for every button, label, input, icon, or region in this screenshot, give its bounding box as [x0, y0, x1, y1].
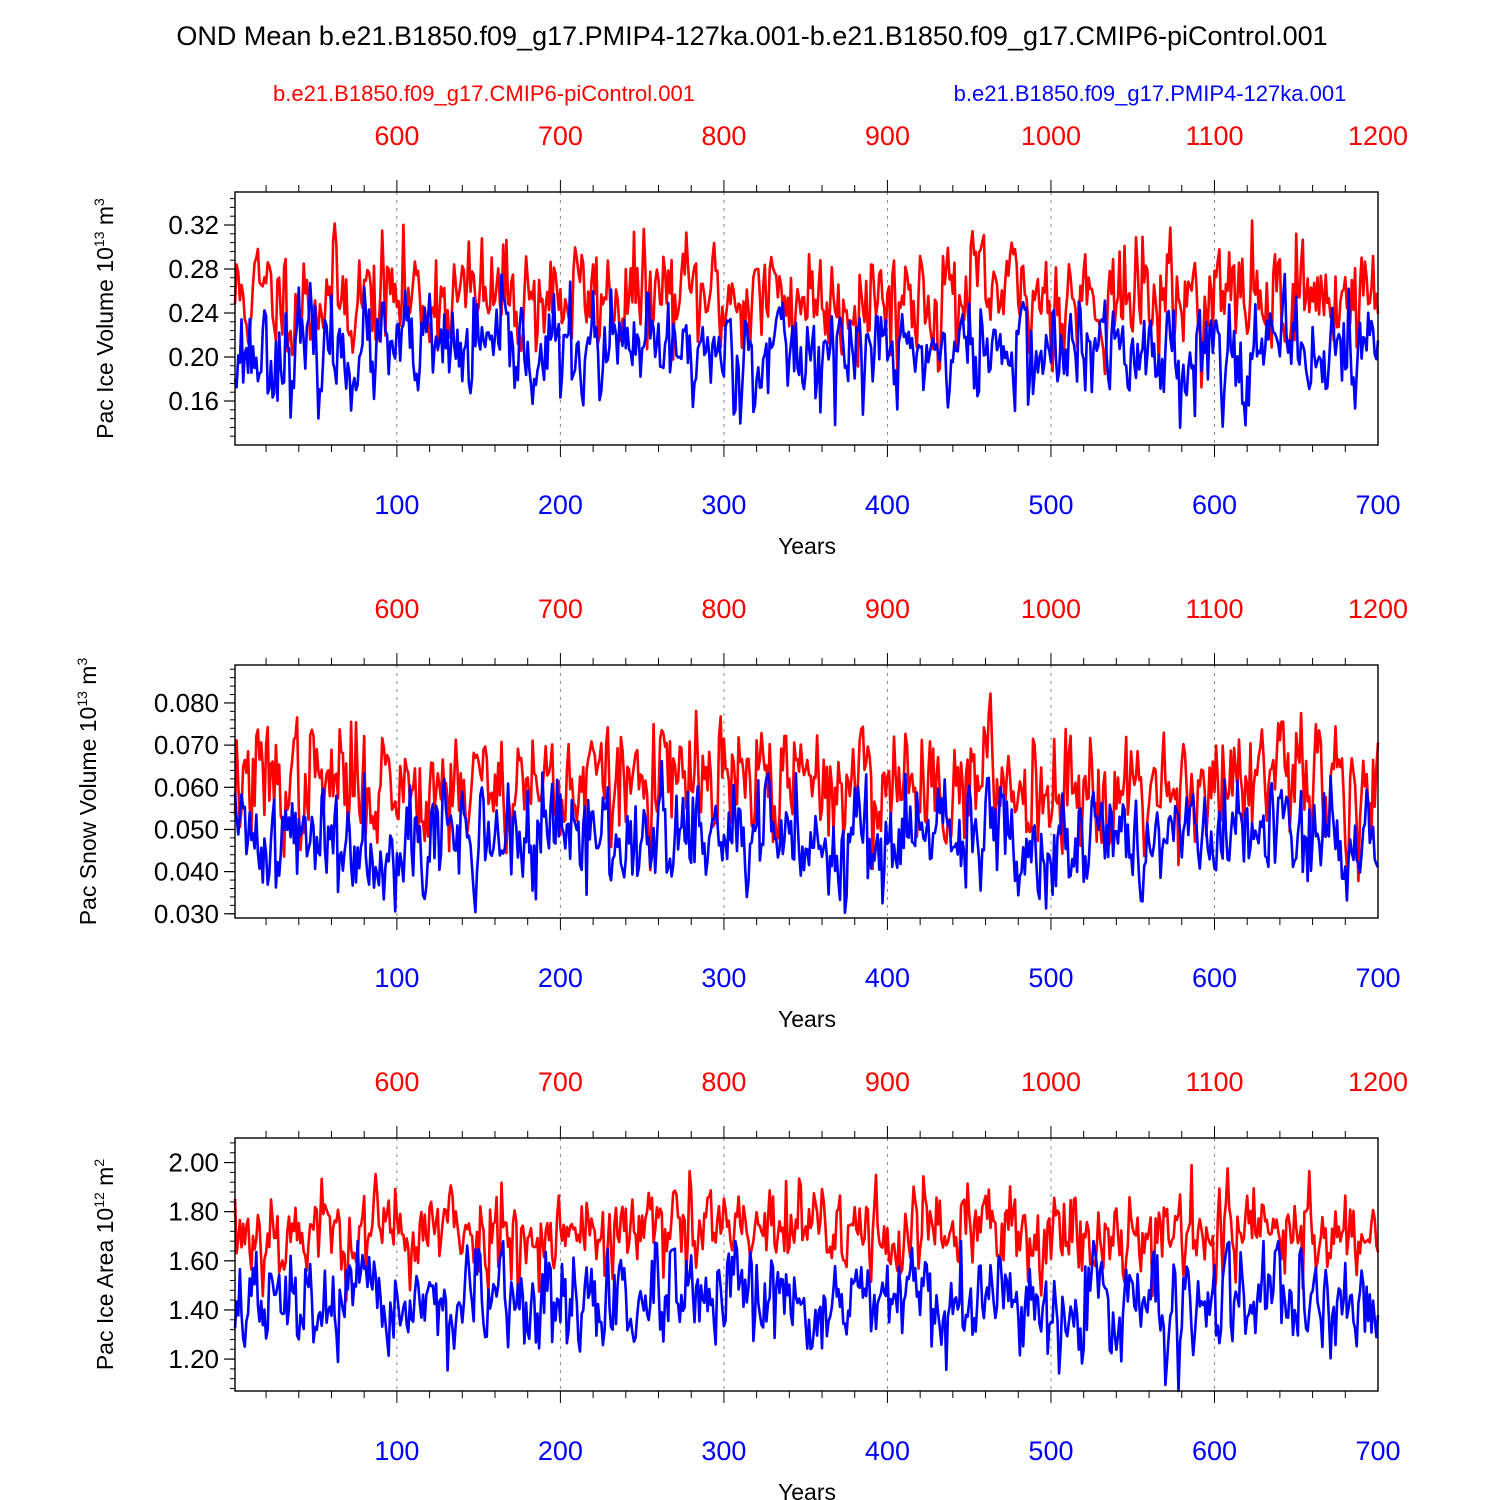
y-axis-label-part: m — [75, 666, 101, 692]
y-axis-label-part: 13 — [91, 231, 107, 247]
y-tick-label: 0.050 — [154, 814, 219, 844]
series-line-blue — [233, 272, 1380, 430]
y-tick-label: 1.40 — [168, 1295, 219, 1325]
y-axis-label-part: Pac Ice Volume 10 — [92, 247, 118, 439]
y-tick-label: 0.080 — [154, 688, 219, 718]
x-tick-label-top: 1000 — [1021, 121, 1081, 151]
x-tick-label-bottom: 100 — [374, 1436, 419, 1466]
y-axis-label: Pac Ice Area 1012 m2 — [91, 1159, 118, 1371]
x-tick-label-bottom: 200 — [538, 490, 583, 520]
x-tick-label-top: 1200 — [1348, 121, 1408, 151]
x-tick-label-top: 600 — [374, 594, 419, 624]
plot-frame — [234, 191, 1379, 446]
x-axis-label: Years — [778, 533, 836, 559]
x-tick-label-bottom: 100 — [374, 490, 419, 520]
y-axis-label-part: Pac Ice Area 10 — [92, 1208, 118, 1370]
chart-title: OND Mean b.e21.B1850.f09_g17.PMIP4-127ka… — [176, 21, 1327, 51]
y-tick-label: 0.28 — [168, 254, 219, 284]
y-tick-label: 0.060 — [154, 772, 219, 802]
x-tick-label-bottom: 400 — [865, 1436, 910, 1466]
y-axis-label-part: 3 — [74, 658, 90, 666]
y-tick-label: 0.070 — [154, 730, 219, 760]
x-tick-label-top: 800 — [701, 121, 746, 151]
x-tick-label-bottom: 300 — [701, 490, 746, 520]
x-tick-label-top: 900 — [865, 594, 910, 624]
x-axis-label: Years — [778, 1006, 836, 1032]
x-tick-label-bottom: 500 — [1028, 1436, 1073, 1466]
y-tick-label: 1.60 — [168, 1246, 219, 1276]
y-tick-label: 2.00 — [168, 1148, 219, 1178]
plot-frame — [234, 664, 1379, 919]
y-axis-label-part: Pac Snow Volume 10 — [75, 707, 101, 926]
panel-1: 0.16 0.20 0.24 0.28 0.32 100 200 300 400 500 600 70… — [91, 121, 1408, 559]
x-tick-label-bottom: 200 — [538, 963, 583, 993]
x-tick-label-bottom: 100 — [374, 963, 419, 993]
x-tick-label-bottom: 300 — [701, 1436, 746, 1466]
x-tick-label-top: 1000 — [1021, 594, 1081, 624]
y-tick-label: 0.20 — [168, 342, 219, 372]
panel-3: 1.20 1.40 1.60 1.80 2.00 100 200 300 400 500 600 70… — [91, 1067, 1408, 1500]
y-tick-label: 0.32 — [168, 210, 219, 240]
legend-blue-label: b.e21.B1850.f09_g17.PMIP4-127ka.001 — [954, 81, 1347, 106]
x-axis-label: Years — [778, 1479, 836, 1500]
x-tick-label-bottom: 700 — [1355, 1436, 1400, 1466]
y-axis-label: Pac Snow Volume 1013 m3 — [74, 658, 101, 926]
x-tick-label-top: 700 — [538, 121, 583, 151]
y-tick-label: 0.030 — [154, 899, 219, 929]
series-line-red — [233, 1163, 1380, 1303]
y-tick-label: 0.040 — [154, 857, 219, 887]
panel-2: 0.030 0.040 0.050 0.060 0.070 0.080 100 200 300 4… — [74, 594, 1408, 1032]
x-tick-label-bottom: 600 — [1192, 1436, 1237, 1466]
x-tick-label-bottom: 500 — [1028, 963, 1073, 993]
x-tick-label-top: 1100 — [1185, 1067, 1243, 1097]
x-tick-label-top: 900 — [865, 1067, 910, 1097]
x-tick-label-bottom: 400 — [865, 490, 910, 520]
x-tick-label-bottom: 500 — [1028, 490, 1073, 520]
x-tick-label-bottom: 600 — [1192, 490, 1237, 520]
legend-red-label: b.e21.B1850.f09_g17.CMIP6-piControl.001 — [273, 81, 695, 106]
y-tick-label: 1.20 — [168, 1344, 219, 1374]
x-tick-label-top: 700 — [538, 594, 583, 624]
y-axis-label-part: 3 — [91, 198, 107, 206]
series-line-blue — [233, 759, 1380, 915]
x-tick-label-bottom: 700 — [1355, 963, 1400, 993]
y-tick-label: 1.80 — [168, 1197, 219, 1227]
plot-frame — [234, 1137, 1379, 1392]
x-tick-label-top: 1200 — [1348, 594, 1408, 624]
x-tick-label-top: 1100 — [1185, 594, 1243, 624]
x-tick-label-bottom: 300 — [701, 963, 746, 993]
panels: 0.16 0.20 0.24 0.28 0.32 100 200 300 400 500 600 70… — [74, 121, 1408, 1500]
x-tick-label-top: 1100 — [1185, 121, 1243, 151]
y-axis-label-part: m — [92, 1167, 118, 1193]
x-tick-label-top: 600 — [374, 121, 419, 151]
y-axis-label-part: 13 — [74, 691, 90, 707]
x-tick-label-top: 800 — [701, 1067, 746, 1097]
x-tick-label-top: 1200 — [1348, 1067, 1408, 1097]
y-tick-label: 0.24 — [168, 298, 219, 328]
x-tick-label-bottom: 700 — [1355, 490, 1400, 520]
y-axis-label-part: 12 — [91, 1192, 107, 1208]
y-axis-label-part: 2 — [91, 1159, 107, 1167]
y-axis-label-part: m — [92, 206, 118, 232]
x-tick-label-bottom: 400 — [865, 963, 910, 993]
x-tick-label-top: 700 — [538, 1067, 583, 1097]
x-tick-label-top: 800 — [701, 594, 746, 624]
x-tick-label-top: 600 — [374, 1067, 419, 1097]
x-tick-label-bottom: 200 — [538, 1436, 583, 1466]
x-tick-label-top: 1000 — [1021, 1067, 1081, 1097]
series-line-blue — [233, 1239, 1380, 1393]
x-tick-label-bottom: 600 — [1192, 963, 1237, 993]
y-tick-label: 0.16 — [168, 386, 219, 416]
y-axis-label: Pac Ice Volume 1013 m3 — [91, 198, 118, 439]
x-tick-label-top: 900 — [865, 121, 910, 151]
